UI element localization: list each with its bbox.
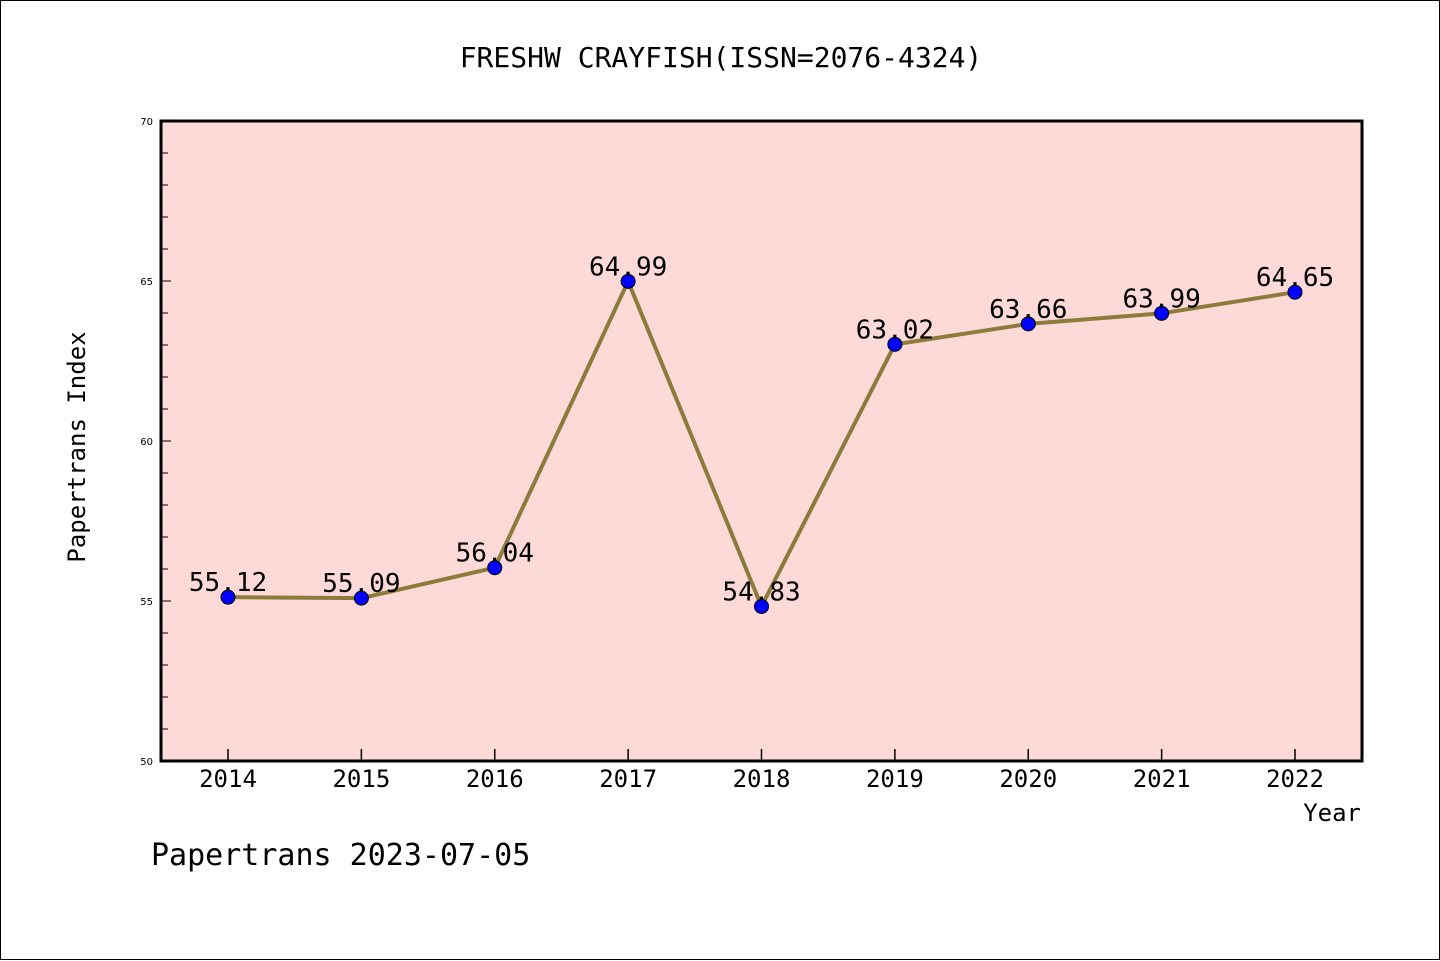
data-point — [620, 273, 636, 289]
x-tick-label: 2017 — [599, 765, 657, 793]
y-tick-label: 55 — [140, 597, 153, 608]
plot-area — [159, 119, 1364, 763]
data-label: 63.66 — [989, 295, 1067, 325]
data-label: 55.12 — [189, 568, 267, 598]
data-label: 55.09 — [322, 569, 400, 599]
footer-timestamp: Papertrans 2023-07-05 — [151, 838, 530, 873]
x-tick-label: 2021 — [1133, 765, 1191, 793]
x-axis: 2014 2015 2016 2017 2018 2019 2020 2021 2022 — [199, 749, 1324, 793]
x-tick-label: 2014 — [199, 765, 257, 793]
data-point — [1287, 284, 1303, 300]
data-label: 56.04 — [456, 539, 534, 569]
data-label: 54.83 — [722, 577, 800, 607]
data-point — [353, 590, 369, 606]
x-tick-label: 2016 — [466, 765, 524, 793]
series-group — [220, 273, 1303, 614]
data-point — [754, 598, 769, 614]
chart-title: FRESHW CRAYFISH(ISSN=2076-4324) — [460, 41, 983, 74]
data-labels-group: 55.12 55.09 56.04 64.99 54.83 63.02 63.66 63.99… — [189, 252, 1334, 607]
x-tick-label: 2018 — [733, 765, 791, 793]
y-tick-label: 50 — [140, 757, 153, 768]
data-point — [220, 589, 236, 605]
y-tick-label: 70 — [140, 117, 153, 128]
data-label: 64.65 — [1256, 263, 1334, 293]
x-tick-label: 2019 — [866, 765, 924, 793]
y-axis-label: Papertrans Index — [63, 331, 91, 562]
data-label: 63.99 — [1122, 284, 1200, 314]
data-point — [887, 336, 903, 352]
data-point — [1020, 316, 1036, 332]
data-point — [487, 560, 503, 576]
x-tick-label: 2022 — [1266, 765, 1324, 793]
data-label: 63.02 — [856, 315, 934, 345]
y-tick-label: 60 — [140, 437, 153, 448]
x-axis-label: Year — [1303, 799, 1361, 827]
data-label: 64.99 — [589, 252, 667, 282]
data-point — [1154, 305, 1170, 321]
y-tick-label: 65 — [140, 277, 153, 288]
x-tick-label: 2020 — [999, 765, 1057, 793]
x-tick-label: 2015 — [332, 765, 390, 793]
y-axis: 50 55 60 65 70 — [140, 117, 171, 768]
